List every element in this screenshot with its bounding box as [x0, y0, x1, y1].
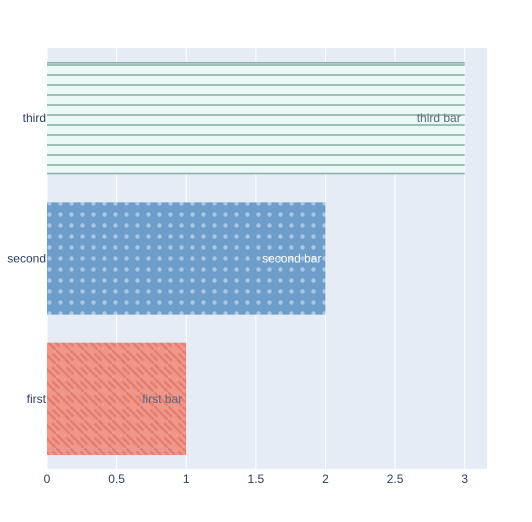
bar-text-labels: first bar second bar third bar — [142, 111, 460, 406]
y-tick-label: second — [7, 252, 46, 266]
bar-second — [47, 202, 326, 315]
x-tick-label: 1 — [183, 472, 190, 486]
y-tick-label: third — [23, 111, 46, 125]
x-tick-label: 0.5 — [108, 472, 125, 486]
x-tick-label: 2.5 — [387, 472, 404, 486]
bar-text-label: third bar — [417, 111, 461, 125]
x-tick-label: 3 — [461, 472, 468, 486]
bar-text-label: first bar — [142, 392, 182, 406]
bar-third — [47, 62, 465, 175]
x-axis-tick-labels: 0 0.5 1 1.5 2 2.5 3 — [44, 472, 469, 486]
x-tick-label: 2 — [322, 472, 329, 486]
bar-text-label: second bar — [262, 252, 321, 266]
y-tick-label: first — [27, 392, 47, 406]
bar-first — [47, 342, 187, 455]
bars — [47, 62, 465, 455]
x-tick-label: 1.5 — [248, 472, 265, 486]
y-axis-tick-labels: first second third — [7, 111, 46, 406]
x-tick-label: 0 — [44, 472, 51, 486]
